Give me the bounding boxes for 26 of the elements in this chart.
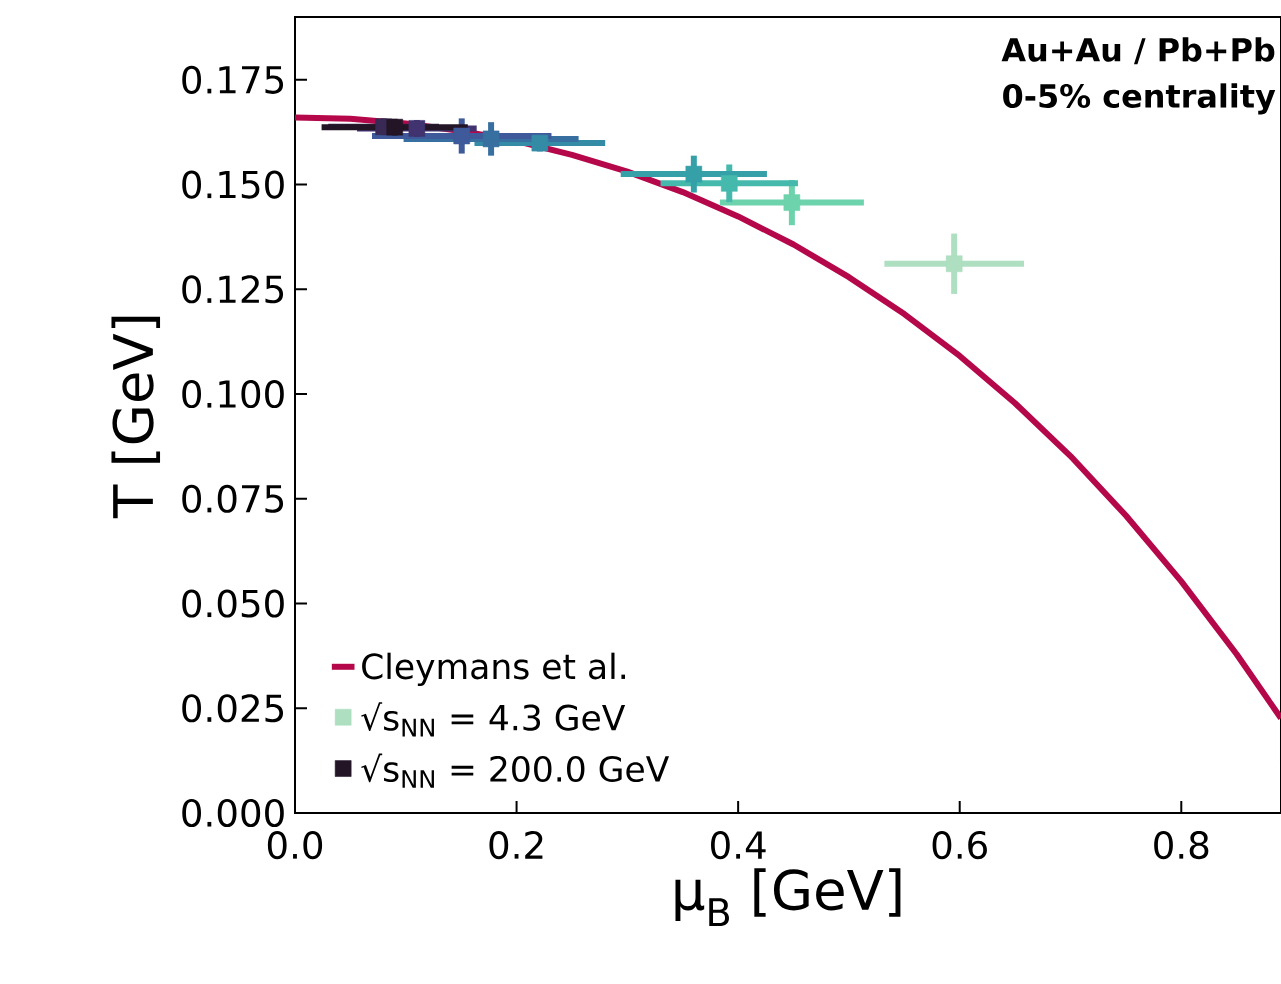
legend-label: √s$_{NN}$ = 4.3 GeV: [361, 702, 626, 737]
legend-label: √s$_{NN}$ = 200.0 GeV: [361, 753, 670, 788]
x-tick-label: 0.4: [711, 831, 766, 860]
y-tick-label: 0.050: [182, 589, 284, 618]
y-tick-label: 0.025: [182, 694, 284, 723]
y-tick-label: 0.000: [182, 798, 284, 828]
y-tick-label: 0.075: [182, 484, 284, 513]
annotation: 0-5% centrality: [1003, 83, 1276, 115]
y-tick-label: 0.150: [182, 170, 284, 199]
point: [945, 255, 963, 273]
y-tick-label: 0.100: [182, 379, 284, 409]
point: [783, 194, 801, 211]
point: [685, 165, 703, 183]
x-tick-label: 0.6: [932, 831, 987, 860]
y-axis-title: T [GeV]: [111, 316, 161, 519]
legend-label: Cleymans et al.: [362, 652, 625, 687]
point: [453, 127, 470, 145]
annotation: Au+Au / Pb+Pb: [1001, 37, 1275, 65]
x-tick-label: 0.8: [1154, 831, 1209, 860]
x-tick-label: 0.2: [489, 831, 543, 860]
point: [482, 130, 500, 148]
y-tick-label: 0.175: [182, 65, 284, 94]
x-axis-title: μ$_{B}$ [GeV]: [675, 868, 901, 927]
y-tick-label: 0.125: [182, 275, 284, 304]
x-tick-label: 0.0: [267, 831, 323, 860]
point: [721, 175, 738, 192]
